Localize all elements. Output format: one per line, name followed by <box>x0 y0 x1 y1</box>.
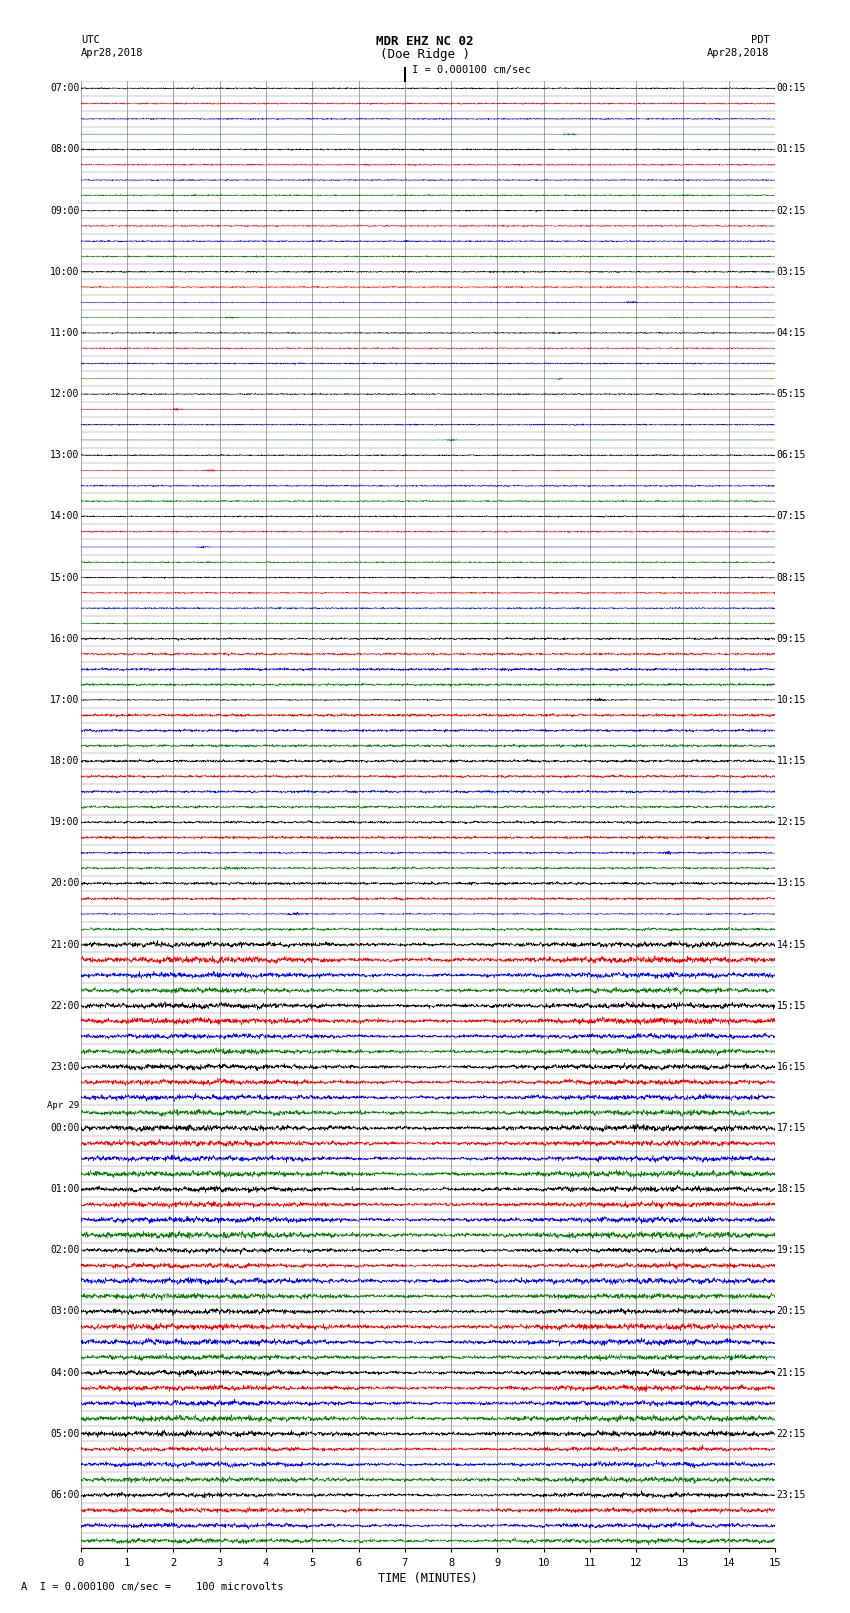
Text: 13:15: 13:15 <box>777 879 806 889</box>
Text: 16:15: 16:15 <box>777 1061 806 1073</box>
Text: 15:00: 15:00 <box>50 573 79 582</box>
Text: 05:15: 05:15 <box>777 389 806 398</box>
Text: 19:15: 19:15 <box>777 1245 806 1255</box>
Text: 23:00: 23:00 <box>50 1061 79 1073</box>
Text: 14:00: 14:00 <box>50 511 79 521</box>
Text: 07:15: 07:15 <box>777 511 806 521</box>
Text: 08:00: 08:00 <box>50 145 79 155</box>
Text: I = 0.000100 cm/sec: I = 0.000100 cm/sec <box>412 65 531 74</box>
Text: 19:00: 19:00 <box>50 818 79 827</box>
Text: 20:15: 20:15 <box>777 1307 806 1316</box>
Text: 22:00: 22:00 <box>50 1000 79 1011</box>
Text: 03:15: 03:15 <box>777 266 806 277</box>
Text: 06:00: 06:00 <box>50 1490 79 1500</box>
Text: 10:15: 10:15 <box>777 695 806 705</box>
Text: 08:15: 08:15 <box>777 573 806 582</box>
Text: 02:00: 02:00 <box>50 1245 79 1255</box>
Text: 17:15: 17:15 <box>777 1123 806 1132</box>
Text: 04:00: 04:00 <box>50 1368 79 1378</box>
Text: 12:00: 12:00 <box>50 389 79 398</box>
Text: 12:15: 12:15 <box>777 818 806 827</box>
Text: 13:00: 13:00 <box>50 450 79 460</box>
Text: 16:00: 16:00 <box>50 634 79 644</box>
Text: 18:15: 18:15 <box>777 1184 806 1194</box>
Text: Apr 29: Apr 29 <box>47 1100 79 1110</box>
Text: 14:15: 14:15 <box>777 939 806 950</box>
Text: 11:15: 11:15 <box>777 756 806 766</box>
Text: Apr28,2018: Apr28,2018 <box>706 48 769 58</box>
Text: 04:15: 04:15 <box>777 327 806 339</box>
Text: MDR EHZ NC 02: MDR EHZ NC 02 <box>377 35 473 48</box>
Text: 23:15: 23:15 <box>777 1490 806 1500</box>
Text: UTC: UTC <box>81 35 99 45</box>
Text: 02:15: 02:15 <box>777 205 806 216</box>
Text: 10:00: 10:00 <box>50 266 79 277</box>
Text: 00:15: 00:15 <box>777 84 806 94</box>
Text: 07:00: 07:00 <box>50 84 79 94</box>
Text: 22:15: 22:15 <box>777 1429 806 1439</box>
Text: 21:00: 21:00 <box>50 939 79 950</box>
Text: A  I = 0.000100 cm/sec =    100 microvolts: A I = 0.000100 cm/sec = 100 microvolts <box>21 1582 284 1592</box>
Text: 00:00: 00:00 <box>50 1123 79 1132</box>
Text: 20:00: 20:00 <box>50 879 79 889</box>
Text: 03:00: 03:00 <box>50 1307 79 1316</box>
Text: 09:00: 09:00 <box>50 205 79 216</box>
X-axis label: TIME (MINUTES): TIME (MINUTES) <box>378 1571 478 1584</box>
Text: 05:00: 05:00 <box>50 1429 79 1439</box>
Text: 18:00: 18:00 <box>50 756 79 766</box>
Text: Apr28,2018: Apr28,2018 <box>81 48 144 58</box>
Text: 01:00: 01:00 <box>50 1184 79 1194</box>
Text: 06:15: 06:15 <box>777 450 806 460</box>
Text: 01:15: 01:15 <box>777 145 806 155</box>
Text: 15:15: 15:15 <box>777 1000 806 1011</box>
Text: 21:15: 21:15 <box>777 1368 806 1378</box>
Text: (Doe Ridge ): (Doe Ridge ) <box>380 48 470 61</box>
Text: PDT: PDT <box>751 35 769 45</box>
Text: 09:15: 09:15 <box>777 634 806 644</box>
Text: 17:00: 17:00 <box>50 695 79 705</box>
Text: 11:00: 11:00 <box>50 327 79 339</box>
